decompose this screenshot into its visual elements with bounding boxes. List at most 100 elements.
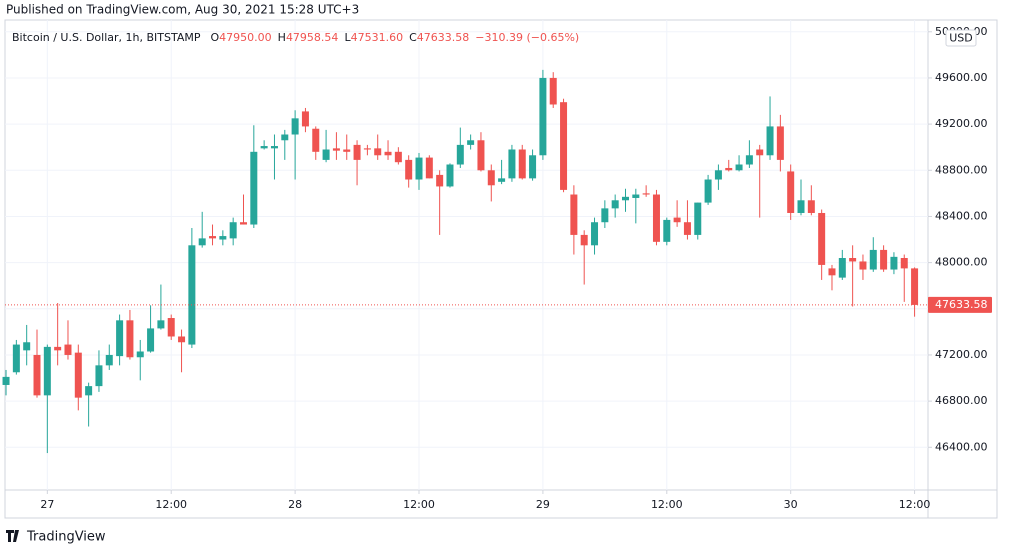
x-tick-label: 12:00 [651,498,683,511]
x-tick-label: 30 [784,498,798,511]
candle-body [74,352,82,398]
candle-body [312,128,320,152]
candle-body [601,208,609,223]
candle-body [353,144,361,160]
candle-body [467,140,475,145]
y-tick-label: 49600.00 [935,71,988,84]
candle-body [745,155,753,165]
y-tick-label: 46800.00 [935,394,988,407]
candle-body [54,346,62,351]
candle-body [136,351,144,358]
candle-body [281,134,289,141]
candle-body [725,167,733,171]
candle-body [126,320,134,358]
candle-body [446,164,454,187]
candle-body [673,217,681,223]
candle-body [508,149,516,179]
candle-body [85,386,93,396]
candle-body [477,140,485,171]
candle-body [880,249,888,270]
legend-value: 47950.00 [219,31,272,44]
x-tick-label: 12:00 [155,498,187,511]
candle-body [797,200,805,213]
candle-body [591,222,599,246]
y-tick-label: 48000.00 [935,256,988,269]
candle-body [43,346,51,396]
currency-badge [945,29,977,47]
x-tick-label: 28 [288,498,302,511]
last-price-badge [928,296,992,313]
y-tick-label: 48800.00 [935,163,988,176]
candle-body [580,234,588,246]
candle-body [911,268,919,305]
candle-body [157,320,165,329]
candle-body [694,202,702,235]
candle-body [291,118,299,135]
last-price-label: 47633.58 [935,298,988,311]
candle-body [12,344,20,373]
x-tick-label: 12:00 [899,498,931,511]
candle-body [229,222,237,239]
candle-body [539,77,547,156]
candle-body [766,126,774,156]
x-tick-label: 29 [536,498,550,511]
published-note: Published on TradingView.com, Aug 30, 20… [6,3,359,17]
candle-body [611,200,619,209]
candle-body [828,268,836,276]
candle-body [394,151,402,163]
legend-value: 47958.54 [286,31,339,44]
candle-body [518,149,526,179]
candle-body [849,258,857,262]
currency: USD [949,32,973,45]
candle-body [363,148,371,150]
candle-body [260,146,268,149]
candle-body [529,155,537,179]
x-tick-label: 12:00 [403,498,435,511]
candle-body [807,200,815,213]
candle-body [425,157,433,179]
candle-body [652,194,660,242]
candle-body [456,144,464,165]
candle-body [64,344,72,355]
candle-body [735,164,743,171]
candle-body [332,148,340,151]
candle-body [250,151,258,225]
chart-frame [4,19,998,519]
candle-body [900,258,908,269]
legend-key: C [409,31,417,44]
candle-body [642,193,650,195]
candle-body [415,157,423,180]
candle-body [343,149,351,152]
candle-body [869,249,877,270]
legend-key: O [210,31,219,44]
x-tick-label: 27 [40,498,54,511]
candle-body [487,170,495,186]
candle-body [663,219,671,242]
candle-body [560,102,568,190]
candle-body [787,171,795,213]
grid [5,20,928,490]
candle-body [198,238,206,246]
legend-key: L [344,31,351,44]
y-tick-label: 49200.00 [935,117,988,130]
candle-body [2,376,10,385]
candle-body [384,151,392,156]
y-tick-label: 46400.00 [935,440,988,453]
candle-body [632,194,640,198]
candle-body [188,245,196,345]
candle-body [405,159,413,180]
legend-symbol: Bitcoin / U.S. Dollar, 1h, BITSTAMP [12,31,201,44]
legend-key: H [278,31,286,44]
candle-body [33,354,41,396]
candle-body [116,320,124,357]
candle-body [95,365,103,387]
candle-body [683,222,691,235]
y-tick-label: 48400.00 [935,209,988,222]
candle-body [219,236,227,240]
legend-value: 47633.58 [417,31,470,44]
footer-logo: TradingView [6,530,106,545]
candle-body [890,256,898,270]
candle-body [859,261,867,270]
